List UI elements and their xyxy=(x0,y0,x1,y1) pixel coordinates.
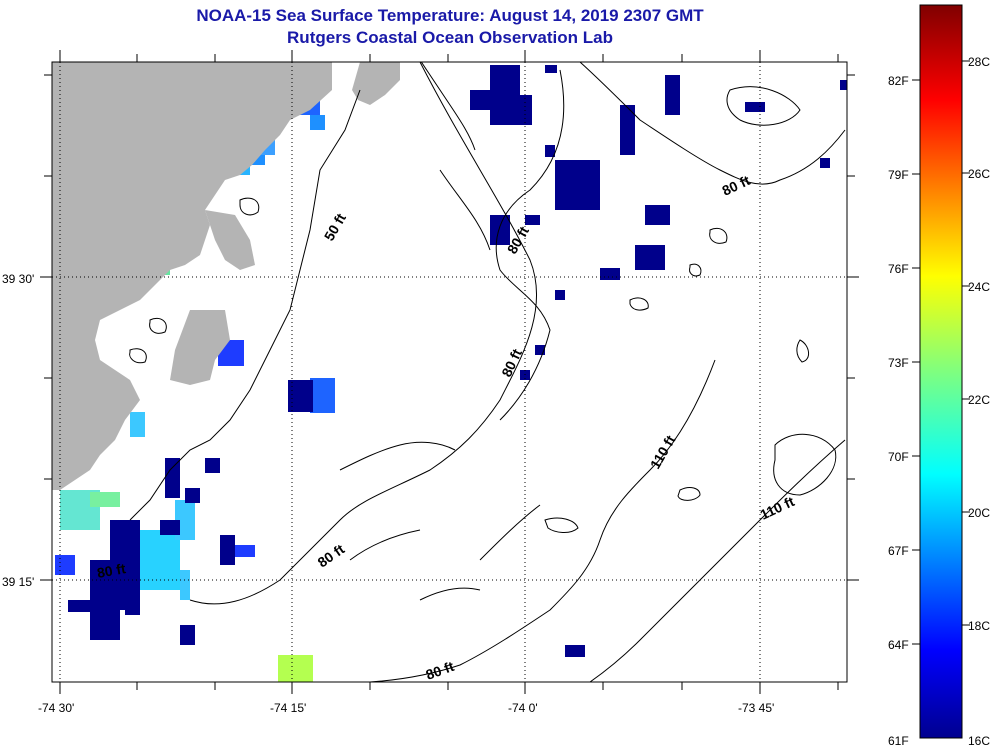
sst-pixels-cold xyxy=(68,65,847,657)
colorbar-c-label: 26C xyxy=(968,167,990,181)
colorbar-c-label: 16C xyxy=(968,734,990,748)
lat-label-39-30: 39 30' xyxy=(2,272,34,286)
colorbar-c-label: 18C xyxy=(968,619,990,633)
map-title: NOAA-15 Sea Surface Temperature: August … xyxy=(196,6,704,25)
colorbar xyxy=(919,4,963,739)
colorbar-c-label: 20C xyxy=(968,506,990,520)
map-subtitle: Rutgers Coastal Ocean Observation Lab xyxy=(287,28,613,47)
colorbar-f-label: 61F xyxy=(888,734,909,748)
colorbar-f-label: 79F xyxy=(888,168,909,182)
colorbar-f-label: 82F xyxy=(888,74,909,88)
colorbar-f-label: 76F xyxy=(888,262,909,276)
colorbar-c-label: 28C xyxy=(968,55,990,69)
land-mass xyxy=(52,62,332,490)
lat-label-39-15: 39 15' xyxy=(2,575,34,589)
lon-label-74-30: -74 30' xyxy=(38,701,74,715)
colorbar-c-label: 22C xyxy=(968,393,990,407)
colorbar-f-label: 64F xyxy=(888,638,909,652)
axis-ticks xyxy=(40,50,859,694)
lon-label-74-0: -74 0' xyxy=(508,701,538,715)
graticule xyxy=(52,62,847,682)
colorbar-f-label: 70F xyxy=(888,450,909,464)
colorbar-f-label: 73F xyxy=(888,356,909,370)
colorbar-f-label: 67F xyxy=(888,544,909,558)
depth-label: 80 ft xyxy=(96,560,127,581)
lon-label-73-45: -73 45' xyxy=(738,701,774,715)
bathymetry-contours xyxy=(129,62,846,682)
colorbar-c-label: 24C xyxy=(968,280,990,294)
lon-label-74-15: -74 15' xyxy=(270,701,306,715)
